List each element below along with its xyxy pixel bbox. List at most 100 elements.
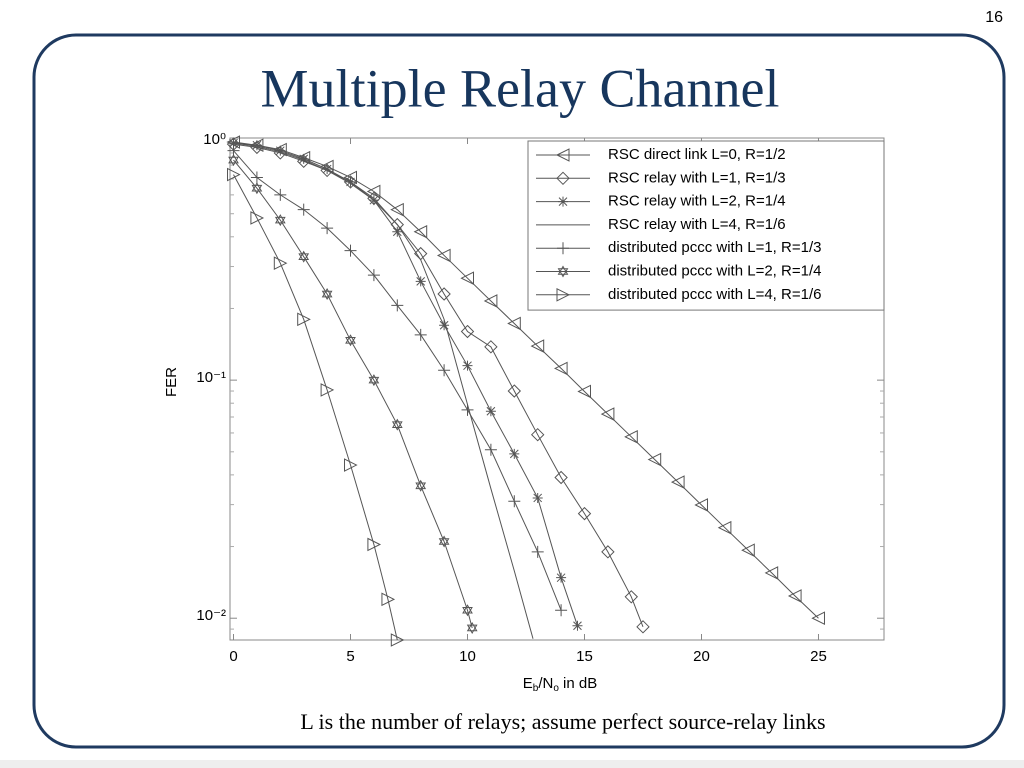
series-marker	[250, 211, 265, 225]
legend-marker	[556, 287, 571, 302]
series-marker	[381, 592, 396, 607]
series-marker	[694, 498, 708, 512]
series-marker	[532, 492, 543, 503]
caption: L is the number of relays; assume perfec…	[300, 709, 825, 734]
series-marker	[787, 589, 802, 603]
series-marker	[438, 364, 451, 377]
y-tick-label: 10⁻²	[196, 607, 226, 624]
x-tick-label: 10	[459, 648, 476, 665]
bottom-strip	[0, 760, 1024, 768]
legend-label: RSC direct link L=0, R=1/2	[608, 146, 786, 163]
series-marker	[466, 621, 478, 634]
series-marker	[485, 406, 496, 417]
series-marker	[460, 271, 474, 286]
x-axis-label-part: in dB	[559, 675, 597, 692]
series-marker	[228, 154, 239, 167]
series-marker	[556, 572, 567, 583]
series-marker	[436, 248, 451, 263]
series-line	[233, 142, 578, 626]
series-marker	[670, 475, 685, 489]
x-axis-label-part: /N	[538, 675, 553, 692]
series-marker	[251, 182, 263, 195]
series-marker	[437, 287, 451, 301]
series-marker	[554, 470, 568, 485]
series-marker	[624, 430, 638, 444]
series-marker	[345, 176, 356, 187]
legend-label: RSC relay with L=2, R=1/4	[608, 193, 786, 210]
series-marker	[322, 164, 333, 175]
series-marker	[484, 340, 498, 354]
series-marker	[227, 167, 241, 182]
x-tick-label: 0	[229, 648, 237, 665]
x-axis-label-part: E	[523, 675, 533, 692]
series-marker	[367, 537, 382, 552]
series-marker	[390, 202, 404, 217]
series-marker	[415, 276, 426, 287]
series-marker	[368, 374, 380, 387]
series-marker	[297, 312, 311, 327]
series-marker	[274, 214, 286, 227]
series-marker	[345, 334, 356, 347]
series-marker	[297, 203, 310, 216]
series-line	[233, 174, 398, 641]
series-marker	[298, 250, 310, 263]
series-marker	[250, 171, 263, 184]
series-marker	[530, 339, 545, 353]
series-marker	[717, 520, 732, 535]
series-marker	[366, 184, 381, 199]
y-tick-label: 10⁻¹	[196, 369, 226, 386]
y-tick-label: 10⁰	[203, 131, 226, 148]
series-marker	[636, 620, 650, 634]
series-marker	[741, 543, 755, 558]
plot-frame	[229, 137, 885, 641]
slide-number: 16	[985, 9, 1003, 26]
series-marker	[555, 604, 568, 617]
series-marker	[274, 188, 287, 201]
series-marker	[344, 244, 357, 257]
series-line	[233, 142, 534, 639]
series-marker	[275, 145, 286, 156]
series-marker	[415, 479, 427, 492]
series-marker	[647, 452, 662, 467]
x-axis-label: Eb/No in dB	[523, 675, 598, 694]
series-marker	[367, 269, 380, 282]
series-marker	[439, 320, 450, 331]
x-axis-label-subscript: o	[553, 683, 559, 694]
legend-marker	[555, 148, 570, 162]
x-tick-label: 25	[810, 648, 827, 665]
legend-label: RSC relay with L=4, R=1/6	[608, 216, 786, 233]
series-marker	[530, 427, 545, 442]
legend-marker	[556, 171, 570, 186]
legend-label: distributed pccc with L=4, R=1/6	[608, 286, 821, 303]
series-marker	[508, 495, 521, 508]
series-marker	[624, 590, 638, 604]
series-marker	[577, 384, 591, 399]
legend-label: distributed pccc with L=1, R=1/3	[608, 239, 821, 256]
legend-marker	[557, 242, 569, 255]
series-marker	[390, 633, 405, 647]
series-marker	[553, 361, 568, 376]
series-marker	[811, 611, 825, 626]
series-marker	[273, 256, 288, 270]
series-marker	[462, 604, 473, 617]
series-marker	[483, 294, 498, 308]
series-marker	[413, 224, 428, 239]
series-marker	[392, 226, 403, 237]
legend-marker	[558, 196, 568, 207]
series-marker	[414, 328, 427, 341]
series-marker	[572, 620, 583, 631]
series-marker	[298, 153, 309, 164]
series-marker	[321, 222, 334, 235]
series-marker	[601, 545, 615, 559]
y-axis-label: FER	[163, 367, 180, 397]
series-marker	[509, 448, 520, 459]
series-marker	[320, 383, 335, 397]
series-line	[233, 159, 473, 629]
series-marker	[461, 403, 474, 416]
series-marker	[531, 545, 544, 558]
series-marker	[391, 299, 404, 312]
series-marker	[764, 566, 779, 580]
series-marker	[460, 324, 475, 339]
series-marker	[507, 384, 522, 398]
